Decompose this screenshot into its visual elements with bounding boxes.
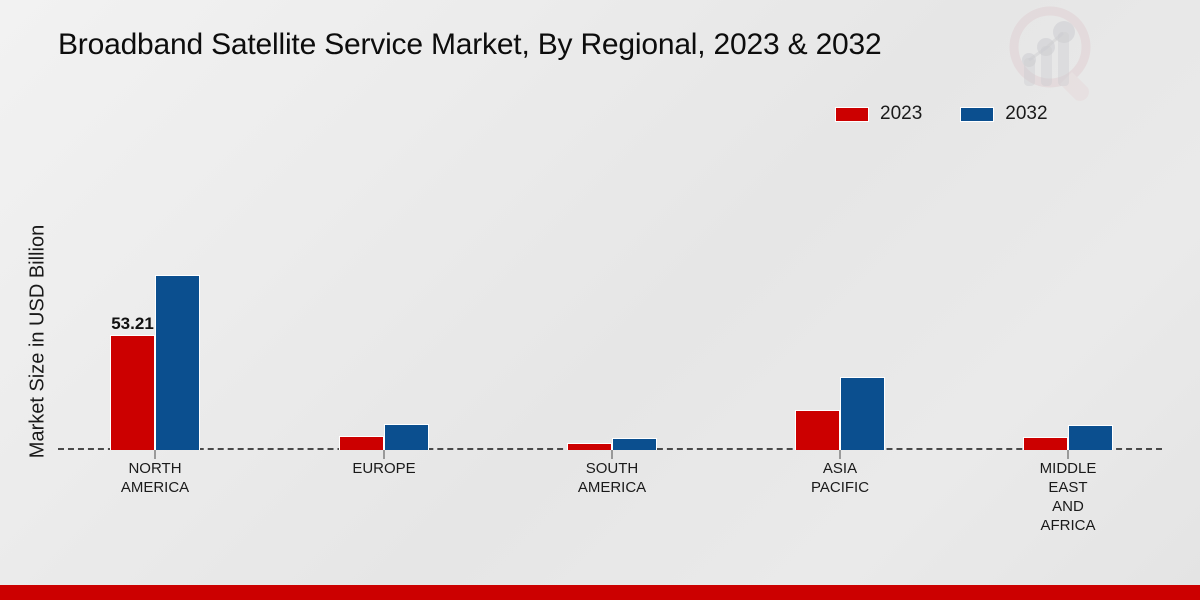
legend-swatch-2032 [960, 106, 995, 122]
category-label-line: EAST [1048, 479, 1088, 496]
category-label-line: ASIA [822, 460, 858, 477]
bar-value-north-america-2023: 53.21 [111, 314, 154, 333]
legend-item-2023[interactable]: 2023 [835, 103, 922, 125]
plot-area: 53.21 [0, 150, 1200, 459]
bar-middle-east-and-africa-2023[interactable] [1023, 437, 1068, 450]
bar-group-north-america: 53.21 [65, 150, 245, 459]
category-label-line: PACIFIC [810, 479, 870, 496]
x-axis-tick-middle-east-and-africa [1067, 450, 1069, 459]
category-label-line: AMERICA [120, 479, 190, 496]
chart-legend: 2023 2032 [835, 103, 1048, 125]
category-label-line: MIDDLE [1039, 460, 1097, 477]
bar-north-america-2023[interactable]: 53.21 [110, 314, 155, 450]
category-label-line: NORTH [128, 460, 182, 477]
category-label-north-america: NORTH AMERICA [65, 459, 245, 497]
company-logo-watermark [1004, 2, 1104, 106]
bar-group-middle-east-and-africa [978, 150, 1158, 459]
category-label-line: AMERICA [577, 479, 647, 496]
category-label-europe: EUROPE [294, 459, 474, 478]
bar-north-america-2032[interactable] [155, 275, 200, 450]
bar-group-asia-pacific [750, 150, 930, 459]
x-axis-tick-south-america [611, 450, 613, 459]
bar-europe-2032[interactable] [384, 424, 429, 450]
legend-swatch-2023 [835, 106, 869, 122]
legend-label-2032: 2032 [1005, 103, 1048, 124]
bar-middle-east-and-africa-2032[interactable] [1068, 425, 1113, 450]
category-label-south-america: SOUTH AMERICA [522, 459, 702, 497]
category-label-asia-pacific: ASIA PACIFIC [750, 459, 930, 497]
category-label-line: AFRICA [1040, 517, 1096, 534]
footer-accent-bar [0, 585, 1200, 600]
x-axis-tick-north-america [154, 450, 156, 459]
category-label-line: AND [1052, 498, 1084, 515]
chart-title: Broadband Satellite Service Market, By R… [58, 28, 882, 61]
bar-group-south-america [522, 150, 702, 459]
x-axis-tick-asia-pacific [839, 450, 841, 459]
legend-label-2023: 2023 [880, 103, 923, 124]
bar-south-america-2032[interactable] [612, 438, 657, 450]
category-label-line: EUROPE [352, 460, 416, 477]
bar-europe-2023[interactable] [339, 436, 384, 450]
legend-item-2032[interactable]: 2032 [960, 103, 1048, 125]
category-label-middle-east-and-africa: MIDDLE EAST AND AFRICA [978, 459, 1158, 535]
bar-group-europe [294, 150, 474, 459]
bar-asia-pacific-2032[interactable] [840, 377, 885, 450]
bar-south-america-2023[interactable] [567, 443, 612, 450]
category-label-line: SOUTH [585, 460, 639, 477]
bar-asia-pacific-2023[interactable] [795, 410, 840, 450]
x-axis-tick-europe [383, 450, 385, 459]
